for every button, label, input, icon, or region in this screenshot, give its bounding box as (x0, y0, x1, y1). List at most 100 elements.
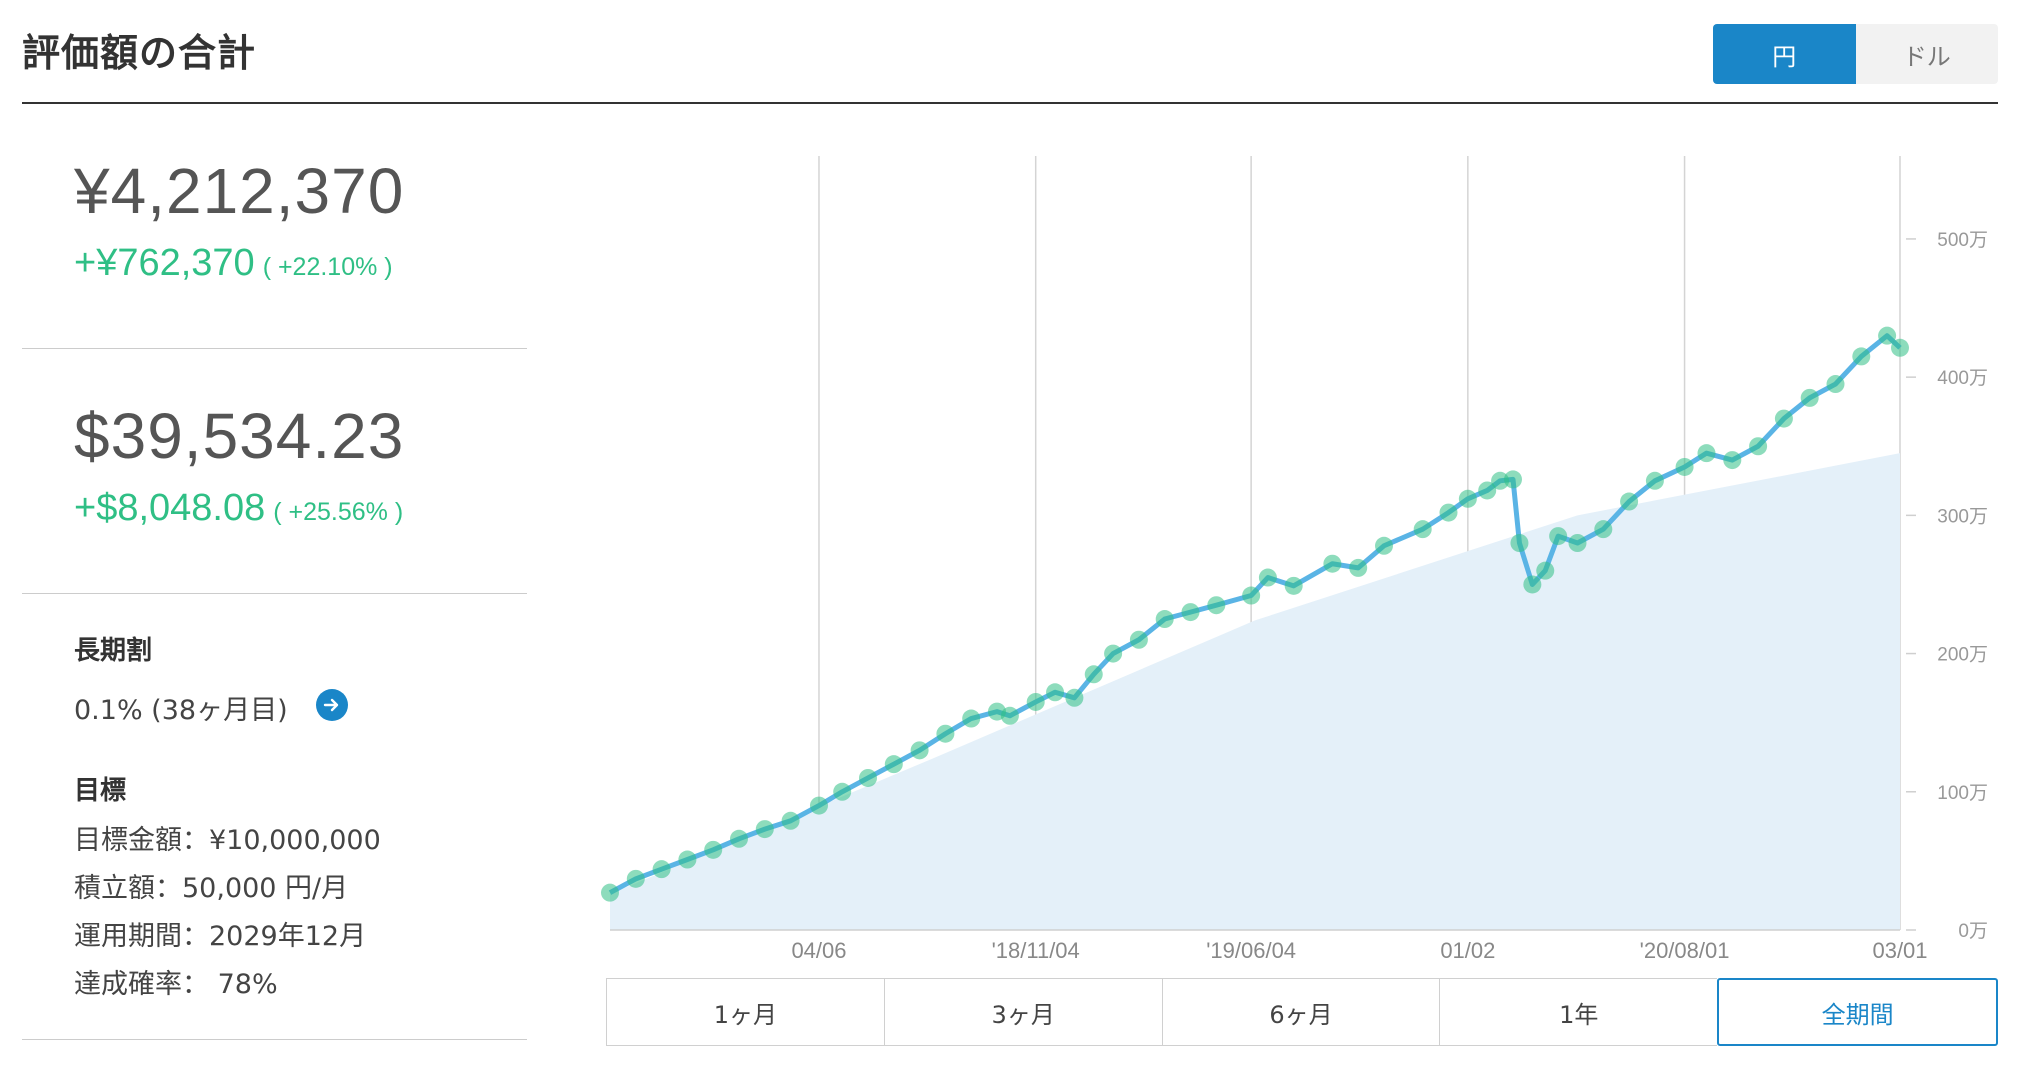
data-point-27 (1258, 568, 1277, 587)
contribution-area (610, 453, 1900, 930)
usd-summary: $39,534.23 +$8,048.08( +25.56% ) (22, 349, 527, 594)
goal-section: 長期割 0.1% (38ヶ月目) 目標 目標金額：¥10,000,000 積立額… (22, 594, 527, 1040)
data-point-18 (1046, 683, 1065, 702)
yen-gain-percent: ( +22.10% ) (262, 253, 393, 281)
period-tab-1y[interactable]: 1年 (1439, 978, 1718, 1046)
discount-value: 0.1% (38ヶ月目) (74, 695, 288, 726)
data-point-4 (704, 840, 723, 859)
discount-detail-button[interactable] (316, 689, 348, 721)
data-point-22 (1129, 630, 1148, 649)
data-point-54 (1878, 326, 1897, 345)
data-point-12 (910, 741, 929, 760)
data-point-34 (1458, 489, 1477, 508)
yen-gain-amount: +¥762,370 (74, 242, 255, 284)
x-tick-label-1: '18/11/04 (992, 938, 1080, 963)
data-point-14 (962, 709, 981, 728)
data-point-0 (601, 883, 619, 902)
data-point-52 (1826, 375, 1845, 394)
data-point-26 (1242, 586, 1261, 605)
discount-heading: 長期割 (74, 636, 153, 666)
y-tick-label-4: 400万 (1937, 368, 1988, 389)
usd-gain-percent: ( +25.56% ) (273, 498, 404, 526)
data-point-29 (1323, 554, 1342, 573)
data-point-23 (1155, 610, 1174, 629)
x-tick-label-5: 03/01 (1872, 938, 1927, 963)
data-point-44 (1620, 492, 1639, 511)
data-point-33 (1439, 503, 1458, 522)
currency-yen-button[interactable]: 円 (1713, 24, 1856, 84)
data-point-43 (1594, 520, 1613, 539)
data-point-51 (1800, 388, 1819, 407)
yen-total: ¥4,212,370 (74, 155, 405, 227)
period-tab-3m[interactable]: 3ヶ月 (883, 978, 1162, 1046)
yen-gain: +¥762,370( +22.10% ) (74, 242, 393, 285)
usd-gain-amount: +$8,048.08 (74, 487, 266, 529)
data-point-1 (626, 869, 645, 888)
goal-probability: 達成確率： 78% (74, 969, 278, 1000)
x-tick-label-4: '20/08/01 (1640, 938, 1730, 963)
y-tick-label-3: 300万 (1937, 506, 1988, 527)
data-point-47 (1697, 444, 1716, 463)
data-point-53 (1852, 347, 1871, 366)
data-point-41 (1549, 527, 1568, 546)
data-point-28 (1284, 576, 1303, 595)
data-point-38 (1510, 534, 1529, 552)
currency-dollar-button[interactable]: ドル (1855, 24, 1998, 84)
data-point-39 (1523, 575, 1542, 594)
data-point-50 (1774, 409, 1793, 428)
currency-toggle[interactable]: 円 ドル (1713, 24, 1998, 84)
period-tab-1m[interactable]: 1ヶ月 (606, 978, 884, 1046)
yen-summary: ¥4,212,370 +¥762,370( +22.10% ) (22, 104, 527, 349)
summary-panel: ¥4,212,370 +¥762,370( +22.10% ) $39,534.… (22, 104, 527, 1040)
data-point-20 (1084, 665, 1103, 684)
goal-monthly: 積立額：50,000 円/月 (74, 873, 349, 904)
data-point-25 (1207, 596, 1226, 615)
data-point-37 (1504, 470, 1522, 489)
usd-gain: +$8,048.08( +25.56% ) (74, 487, 403, 530)
data-point-21 (1104, 644, 1123, 663)
data-point-32 (1413, 520, 1432, 539)
data-point-48 (1723, 451, 1742, 470)
y-tick-label-1: 100万 (1937, 783, 1988, 804)
data-point-9 (833, 782, 852, 801)
data-point-45 (1645, 471, 1664, 490)
data-point-11 (884, 755, 903, 774)
x-tick-label-0: 04/06 (791, 938, 846, 963)
title-divider (22, 102, 1998, 104)
data-point-8 (809, 796, 828, 815)
x-tick-label-2: '19/06/04 (1206, 938, 1296, 963)
goal-period: 運用期間：2029年12月 (74, 921, 367, 952)
data-point-31 (1375, 536, 1393, 555)
y-tick-label-2: 200万 (1937, 645, 1988, 666)
goal-heading: 目標 (74, 776, 127, 806)
data-point-16 (1000, 706, 1019, 725)
data-point-40 (1536, 561, 1555, 580)
period-tab-all[interactable]: 全期間 (1717, 978, 1998, 1046)
data-point-5 (730, 829, 748, 848)
data-point-6 (755, 820, 774, 839)
data-point-55 (1891, 338, 1909, 357)
usd-total: $39,534.23 (74, 400, 405, 472)
data-point-35 (1478, 481, 1497, 500)
data-point-24 (1181, 603, 1200, 622)
y-tick-label-0: 0万 (1958, 921, 1988, 942)
data-point-17 (1026, 692, 1045, 711)
data-point-46 (1675, 457, 1694, 476)
data-point-49 (1749, 437, 1768, 456)
page-title: 評価額の合計 (22, 31, 257, 75)
period-tabs[interactable]: 1ヶ月 3ヶ月 6ヶ月 1年 全期間 (606, 978, 1998, 1046)
valuation-chart: 0万 100万 200万 300万 400万 500万 04/06 '18/11/04 '19/… (601, 156, 1988, 963)
data-point-3 (678, 850, 697, 869)
data-point-42 (1568, 534, 1587, 552)
data-point-13 (936, 724, 955, 743)
y-tick-label-5: 500万 (1937, 230, 1988, 251)
data-point-30 (1349, 558, 1368, 577)
period-tab-6m[interactable]: 6ヶ月 (1161, 978, 1440, 1046)
data-point-10 (859, 768, 877, 787)
data-point-7 (781, 811, 800, 830)
data-point-2 (652, 860, 671, 879)
arrow-right-icon (323, 698, 339, 712)
data-point-19 (1065, 688, 1084, 707)
goal-target: 目標金額：¥10,000,000 (74, 825, 381, 856)
x-tick-label-3: 01/02 (1440, 938, 1495, 963)
